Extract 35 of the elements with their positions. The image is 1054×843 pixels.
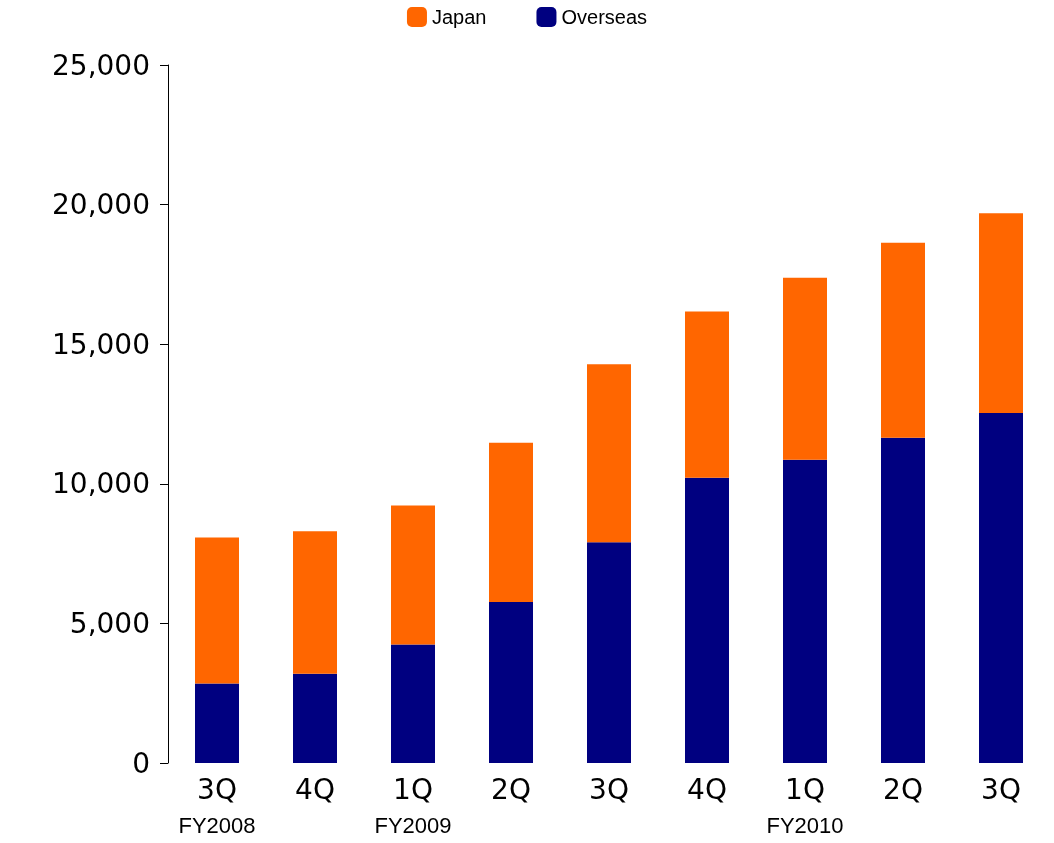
x-tick-label: 4Q (687, 772, 727, 806)
y-tick-label: 5,000 (69, 606, 150, 640)
bar (391, 505, 435, 645)
bar (881, 437, 925, 763)
x-tick-label: 4Q (295, 772, 335, 806)
bar (195, 683, 239, 763)
bar (489, 442, 533, 602)
x-tick-label: 2Q (883, 772, 923, 806)
legend-label: Japan (431, 6, 487, 28)
y-tick-label: 10,000 (52, 467, 150, 501)
bar (587, 364, 631, 543)
bar (783, 277, 827, 460)
bar (391, 644, 435, 763)
bar (881, 242, 925, 438)
x-tick-label: 1Q FY2010 (766, 772, 844, 838)
bar (979, 213, 1023, 413)
x-tick-label: 3Q (981, 772, 1021, 806)
bar (587, 542, 631, 763)
bar (489, 601, 533, 763)
bar (783, 459, 827, 763)
x-tick-label: 2Q (491, 772, 531, 806)
bar (293, 531, 337, 674)
x-tick-label: 3Q FY2008 (178, 772, 256, 838)
bar (293, 673, 337, 763)
bar (685, 311, 729, 478)
bar (195, 537, 239, 684)
bar (979, 412, 1023, 763)
x-tick-label: 1Q FY2009 (374, 772, 452, 838)
y-tick-label: 20,000 (52, 188, 150, 222)
x-tick-label: 3Q (589, 772, 629, 806)
y-tick-label: 25,000 (52, 48, 150, 82)
y-tick-label: 15,000 (52, 327, 150, 361)
y-tick-label: 0 (132, 746, 150, 780)
legend-label: Overseas (561, 6, 648, 28)
bar (685, 477, 729, 763)
